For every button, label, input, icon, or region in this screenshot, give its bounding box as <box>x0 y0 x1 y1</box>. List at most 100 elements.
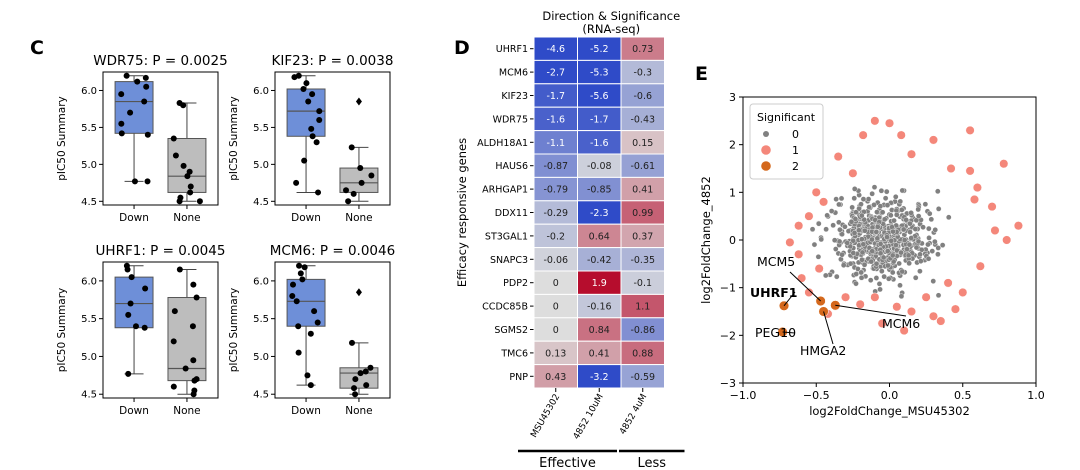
point-significant-0 <box>920 224 926 230</box>
data-point <box>297 270 304 277</box>
point-significant-1 <box>946 163 956 174</box>
y-tick-label: 6.0 <box>253 276 269 287</box>
point-significant-1 <box>936 316 946 326</box>
point-significant-1 <box>797 273 807 283</box>
cell-value: -5.6 <box>590 91 609 102</box>
data-point <box>300 85 307 92</box>
data-point <box>184 173 191 180</box>
plot-frame <box>274 261 391 399</box>
data-point <box>301 157 308 164</box>
plot-frame <box>102 71 219 206</box>
data-point <box>349 339 356 346</box>
point-significant-0 <box>935 292 942 299</box>
cell-value: -1.1 <box>546 138 565 149</box>
data-point <box>196 198 203 205</box>
data-point <box>307 330 314 337</box>
cell-value: -0.42 <box>587 255 612 266</box>
data-point <box>309 91 316 98</box>
legend: Significant 0 1 2 <box>749 103 824 180</box>
point-significant-0 <box>932 227 939 233</box>
data-point <box>187 189 194 196</box>
x-tick-label: Down <box>119 212 149 224</box>
point-significant-0 <box>873 275 880 281</box>
data-point <box>305 98 312 105</box>
data-point <box>193 294 200 301</box>
boxplot-title: MCM6: P = 0.0046 <box>270 243 395 259</box>
y-tick-label: 5.0 <box>253 160 269 171</box>
legend-marker <box>761 161 771 171</box>
row-label: ST3GAL1 <box>485 231 528 242</box>
box-none <box>167 138 207 193</box>
cell-value: 0.73 <box>632 44 653 55</box>
cell-value: -1.7 <box>546 91 565 102</box>
point-significant-1 <box>1013 221 1023 231</box>
data-point <box>118 120 125 127</box>
legend-label: 0 <box>792 128 799 141</box>
data-point <box>143 83 150 90</box>
row-label: SNAPC3 <box>490 255 528 266</box>
point-significant-0 <box>935 251 941 258</box>
row-label: MCM6 <box>499 68 528 79</box>
y-tick-label: 1 <box>729 186 736 199</box>
annotation-label: PEG10 <box>755 325 796 340</box>
point-significant-0 <box>848 218 855 225</box>
panel-letter-c: C <box>30 37 44 59</box>
point-significant-0 <box>852 216 859 222</box>
point-significant-0 <box>837 226 843 233</box>
cell-value: 0.41 <box>632 185 653 196</box>
cell-value: -0.61 <box>630 161 655 172</box>
point-significant-0 <box>847 260 854 267</box>
data-point <box>176 198 183 205</box>
y-tick-label: 4.5 <box>253 390 269 401</box>
point-significant-0 <box>884 234 890 240</box>
point-significant-0 <box>898 293 905 300</box>
point-significant-0 <box>892 193 899 200</box>
annotation-leader <box>782 331 796 334</box>
point-significant-1 <box>804 211 814 221</box>
point-significant-0 <box>878 187 885 194</box>
point-significant-0 <box>888 212 894 219</box>
point-significant-1 <box>899 326 909 336</box>
cell-value: -5.2 <box>590 44 609 55</box>
point-significant-0 <box>925 241 931 248</box>
cell-value: -0.06 <box>543 255 568 266</box>
y-tick-label: −2 <box>720 329 736 342</box>
point-significant-0 <box>873 260 880 267</box>
data-point <box>357 165 364 172</box>
cell-value: -0.3 <box>633 68 652 79</box>
data-point <box>124 266 131 273</box>
point-significant-0 <box>822 272 829 279</box>
point-significant-0 <box>907 229 913 235</box>
y-tick-label: 6.0 <box>81 276 97 287</box>
point-significant-1 <box>950 304 960 314</box>
point-significant-1 <box>906 306 917 317</box>
point-significant-1 <box>814 264 824 274</box>
data-point <box>293 298 300 305</box>
data-point <box>170 338 177 345</box>
point-significant-0 <box>850 250 857 256</box>
point-significant-0 <box>912 226 919 232</box>
point-significant-0 <box>884 202 891 208</box>
y-tick-label: −1 <box>720 282 736 295</box>
plot-frame <box>102 261 219 399</box>
point-significant-0 <box>874 224 881 230</box>
y-tick-label: 6.0 <box>81 86 97 97</box>
point-significant-0 <box>934 188 941 195</box>
data-point <box>363 382 370 389</box>
data-point <box>191 377 198 384</box>
y-tick-label: 5.5 <box>253 123 269 134</box>
point-significant-0 <box>884 248 891 254</box>
point-significant-0 <box>815 220 822 227</box>
data-point <box>351 385 358 392</box>
data-point <box>308 125 315 132</box>
data-point <box>350 190 357 197</box>
data-point <box>313 139 320 146</box>
annotation-leader <box>823 311 834 345</box>
point-significant-1 <box>990 225 1000 236</box>
cell-value: -0.86 <box>630 325 655 336</box>
point-significant-1 <box>877 318 887 328</box>
data-point <box>368 172 375 179</box>
point-significant-1 <box>794 221 804 231</box>
cell-value: 0.41 <box>589 348 610 359</box>
point-significant-0 <box>849 204 855 211</box>
